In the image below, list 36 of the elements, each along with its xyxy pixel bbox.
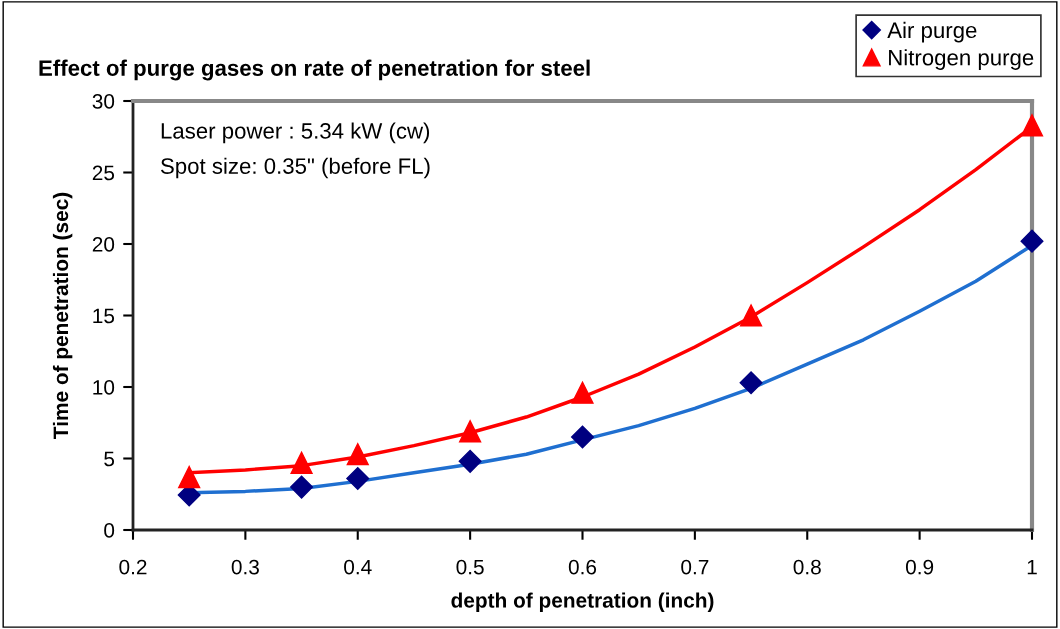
point [458, 449, 482, 473]
point [1020, 114, 1044, 137]
point [739, 304, 763, 327]
y-tick-label: 0 [104, 523, 115, 538]
x-tick-label: 0.6 [568, 559, 597, 575]
annotation: Spot size: 0.35" (before FL) [160, 157, 430, 179]
y-tick-label: 20 [92, 237, 115, 252]
point [459, 420, 482, 443]
point [178, 465, 201, 489]
legend-label: Nitrogen purge [889, 49, 1034, 70]
x-tick-label: 0.4 [344, 559, 372, 575]
x-tick-label: 0.3 [231, 559, 259, 575]
annotation: Laser power : 5.34 kW (cw) [161, 122, 430, 144]
y-tick-label: 10 [93, 380, 115, 395]
x-tick-label: 0.8 [793, 559, 821, 575]
point [290, 475, 314, 499]
y-axis-title: Time of penetration (sec) [52, 192, 73, 439]
x-tick-label: 0.5 [456, 559, 484, 575]
point [346, 443, 369, 466]
x-tick-label: 0.7 [681, 559, 709, 575]
x-tick-label: 0.9 [905, 559, 934, 575]
x-tick-label: 0.2 [119, 559, 147, 575]
legend-label: Air purge [887, 21, 977, 43]
point [1020, 229, 1044, 253]
x-tick-label: 1 [1027, 559, 1037, 575]
point [290, 451, 313, 474]
y-tick-label: 5 [104, 451, 115, 467]
y-tick-label: 30 [92, 94, 115, 109]
y-tick-label: 15 [93, 308, 115, 324]
point [739, 371, 763, 395]
chart-title: Effect of purge gases on rate of penetration for steel [39, 59, 590, 81]
y-tick-label: 25 [92, 165, 115, 181]
point [346, 467, 370, 491]
point [571, 381, 594, 404]
x-axis-title: depth of penetration (inch) [451, 592, 714, 612]
point [571, 425, 594, 449]
